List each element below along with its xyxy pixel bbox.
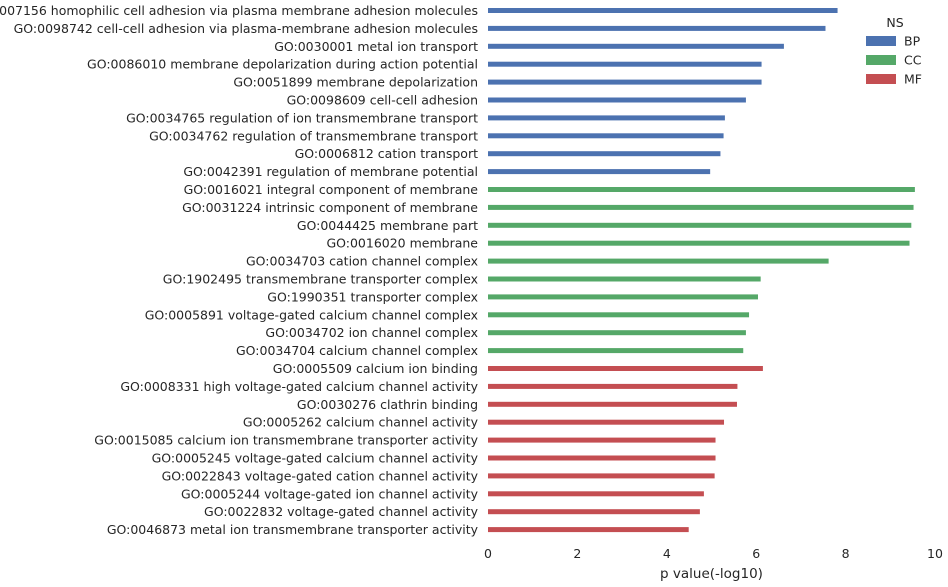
- category-label: GO:0034765 regulation of ion transmembra…: [126, 110, 478, 125]
- legend-label-bp: BP: [904, 34, 921, 49]
- bar-bp: [488, 151, 721, 157]
- x-tick-label: 0: [484, 546, 492, 561]
- category-label: GO:0006812 cation transport: [295, 146, 478, 161]
- bar-bp: [488, 79, 762, 85]
- category-label: GO:0007156 homophilic cell adhesion via …: [0, 3, 478, 18]
- bar-mf: [488, 491, 704, 497]
- category-label: GO:0030276 clathrin binding: [297, 397, 478, 412]
- bar-cc: [488, 348, 744, 354]
- x-tick-label: 6: [752, 546, 760, 561]
- legend-swatch-cc: [866, 55, 896, 65]
- bar-cc: [488, 222, 912, 228]
- legend-items: BP CC MF: [866, 34, 922, 87]
- category-label: GO:0046873 metal ion transmembrane trans…: [107, 522, 479, 537]
- category-label: GO:0051899 membrane depolarization: [233, 75, 478, 90]
- bar-mf: [488, 383, 738, 389]
- bar-mf: [488, 473, 715, 479]
- bar-mf: [488, 437, 716, 443]
- bar-cc: [488, 312, 750, 318]
- category-label: GO:0086010 membrane depolarization durin…: [87, 57, 478, 72]
- category-label: GO:0016021 integral component of membran…: [184, 182, 479, 197]
- category-label: GO:0022843 voltage-gated cation channel …: [162, 468, 479, 483]
- legend-title: NS: [886, 15, 903, 30]
- bar-cc: [488, 240, 910, 246]
- bar-cc: [488, 187, 915, 192]
- bars-layer: [488, 8, 915, 533]
- bar-cc: [488, 330, 746, 336]
- bar-mf: [488, 401, 737, 407]
- bar-mf: [488, 527, 689, 533]
- category-label: GO:0005891 voltage-gated calcium channel…: [145, 307, 478, 322]
- bar-bp: [488, 133, 724, 139]
- bar-cc: [488, 204, 914, 210]
- bar-mf: [488, 366, 763, 371]
- bar-bp: [488, 61, 762, 67]
- bar-bp: [488, 115, 725, 121]
- category-label: GO:0005245 voltage-gated calcium channel…: [152, 451, 479, 466]
- bar-bp: [488, 169, 711, 175]
- legend-swatch-mf: [866, 74, 896, 84]
- category-label: GO:0031224 intrinsic component of membra…: [182, 200, 478, 215]
- category-label: GO:0015085 calcium ion transmembrane tra…: [94, 433, 478, 448]
- x-tick-label: 4: [663, 546, 671, 561]
- x-tick-label: 8: [842, 546, 850, 561]
- bar-cc: [488, 294, 758, 300]
- category-label: GO:0008331 high voltage-gated calcium ch…: [120, 379, 478, 394]
- legend-swatch-bp: [866, 36, 896, 46]
- category-label: GO:0005262 calcium channel activity: [243, 415, 479, 430]
- category-label: GO:0034703 cation channel complex: [246, 254, 478, 269]
- category-label: GO:1990351 transporter complex: [267, 289, 478, 304]
- category-label: GO:0098609 cell-cell adhesion: [287, 93, 478, 108]
- bar-bp: [488, 25, 826, 31]
- x-tick-label: 2: [573, 546, 581, 561]
- category-label: GO:0042391 regulation of membrane potent…: [183, 164, 478, 179]
- bar-mf: [488, 509, 700, 515]
- bar-cc: [488, 258, 829, 264]
- category-label: GO:0022832 voltage-gated channel activit…: [204, 504, 479, 519]
- x-axis-ticks: 0 2 4 6 8 10: [484, 546, 943, 561]
- category-label: GO:0016020 membrane: [326, 236, 478, 251]
- category-labels: GO:0007156 homophilic cell adhesion via …: [0, 3, 479, 537]
- category-label: GO:1902495 transmembrane transporter com…: [163, 272, 478, 287]
- bar-bp: [488, 43, 784, 49]
- category-label: GO:0034704 calcium channel complex: [236, 343, 478, 358]
- x-axis-title: p value(-log10): [660, 566, 763, 582]
- legend-label-mf: MF: [904, 72, 922, 87]
- category-label: GO:0005244 voltage-gated ion channel act…: [181, 486, 479, 501]
- bar-mf: [488, 419, 725, 425]
- category-label: GO:0005509 calcium ion binding: [273, 361, 478, 376]
- category-label: GO:0030001 metal ion transport: [274, 39, 478, 54]
- category-label: GO:0034762 regulation of transmembrane t…: [149, 128, 478, 143]
- category-label: GO:0034702 ion channel complex: [265, 325, 478, 340]
- bar-cc: [488, 276, 761, 282]
- category-label: GO:0098742 cell-cell adhesion via plasma…: [14, 21, 478, 36]
- category-label: GO:0044425 membrane part: [297, 218, 478, 233]
- bar-mf: [488, 455, 716, 461]
- x-tick-label: 10: [927, 546, 943, 561]
- legend-label-cc: CC: [904, 53, 922, 68]
- bar-bp: [488, 97, 746, 103]
- bar-bp: [488, 8, 838, 13]
- legend: NS BP CC MF: [866, 15, 922, 87]
